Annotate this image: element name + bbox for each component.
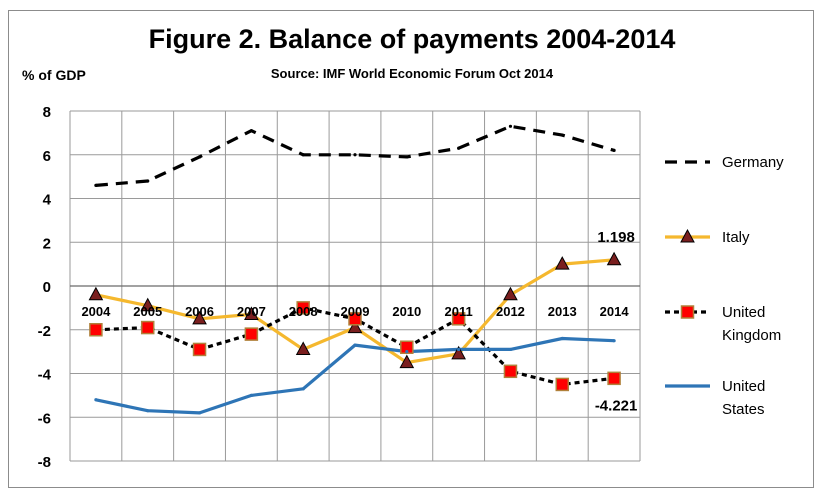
data-point-italy bbox=[399, 354, 415, 369]
legend-label-uk: United Kingdom bbox=[722, 304, 781, 344]
x-tick-label: 2012 bbox=[496, 304, 525, 319]
data-point-italy bbox=[244, 306, 259, 320]
data-point-italy bbox=[451, 345, 466, 360]
data-point-italy bbox=[140, 297, 156, 312]
x-tick-label: 2006 bbox=[185, 304, 214, 319]
series-line-germany bbox=[95, 124, 615, 187]
data-point-germany bbox=[94, 183, 98, 187]
x-tick-label: 2011 bbox=[445, 304, 473, 319]
data-point-italy bbox=[295, 341, 311, 355]
data-point-us bbox=[457, 347, 461, 352]
data-point-italy bbox=[347, 319, 363, 334]
y-axis-label: % of GDP bbox=[22, 67, 86, 83]
y-tick-label: 4 bbox=[43, 192, 52, 209]
data-point-uk bbox=[348, 312, 362, 326]
y-tick-label: 0 bbox=[43, 279, 51, 296]
data-point-italy bbox=[503, 286, 518, 301]
data-point-us bbox=[353, 343, 357, 347]
data-point-italy bbox=[192, 310, 207, 325]
data-point-uk bbox=[400, 340, 414, 354]
data-point-uk bbox=[296, 301, 310, 315]
data-point-us bbox=[405, 350, 409, 354]
data-point-us bbox=[560, 336, 564, 341]
x-tick-label: 2013 bbox=[548, 304, 577, 319]
data-point-us bbox=[146, 409, 150, 413]
data-point-italy bbox=[554, 256, 570, 270]
legend-marker-italy bbox=[680, 228, 695, 243]
data-point-germany bbox=[301, 153, 305, 157]
y-tick-label: 8 bbox=[43, 104, 51, 121]
y-tick-label: 6 bbox=[43, 148, 51, 165]
data-point-uk bbox=[89, 323, 103, 337]
data-point-us bbox=[301, 387, 305, 391]
x-tick-label: 2007 bbox=[237, 304, 266, 319]
chart-subtitle: Source: IMF World Economic Forum Oct 201… bbox=[270, 66, 554, 81]
y-tick-label: -6 bbox=[38, 410, 51, 427]
x-tick-label: 2010 bbox=[392, 304, 421, 319]
data-point-italy bbox=[606, 251, 622, 266]
data-point-germany bbox=[197, 155, 202, 159]
data-point-germany bbox=[560, 133, 564, 137]
x-tick-label: 2005 bbox=[133, 304, 162, 319]
data-point-uk bbox=[192, 342, 207, 357]
data-point-uk bbox=[244, 327, 259, 341]
data-point-uk bbox=[503, 364, 518, 379]
annotation-italy: 1.198 bbox=[597, 229, 635, 246]
data-point-germany bbox=[353, 153, 357, 157]
annotation-uk: -4.221 bbox=[595, 397, 638, 414]
data-point-germany bbox=[249, 129, 253, 133]
x-tick-label: 2014 bbox=[600, 304, 630, 319]
legend-label-italy: Italy bbox=[722, 229, 750, 246]
data-point-us bbox=[249, 393, 253, 397]
data-point-uk bbox=[140, 320, 155, 335]
data-point-us bbox=[508, 347, 513, 352]
data-point-uk bbox=[607, 371, 621, 386]
data-point-uk bbox=[451, 312, 466, 326]
data-point-us bbox=[94, 398, 98, 402]
data-point-italy bbox=[88, 286, 104, 301]
x-tick-label: 2004 bbox=[81, 304, 111, 319]
data-point-germany bbox=[508, 124, 513, 128]
y-tick-label: 2 bbox=[43, 235, 51, 252]
y-tick-label: -8 bbox=[38, 454, 51, 471]
legend-label-us: United States bbox=[722, 378, 765, 418]
data-point-germany bbox=[405, 155, 409, 159]
x-tick-label: 2009 bbox=[341, 304, 370, 319]
data-point-germany bbox=[612, 148, 616, 152]
data-point-germany bbox=[457, 146, 461, 150]
data-point-us bbox=[612, 339, 616, 343]
y-tick-label: -4 bbox=[38, 367, 52, 384]
x-tick-label: 2008 bbox=[289, 304, 318, 319]
data-point-us bbox=[197, 411, 202, 415]
legend-marker-uk bbox=[680, 305, 695, 319]
data-point-germany bbox=[146, 179, 150, 183]
chart-title: Figure 2. Balance of payments 2004-2014 bbox=[148, 24, 676, 54]
legend-label-germany: Germany bbox=[722, 154, 784, 171]
y-tick-label: -2 bbox=[38, 323, 51, 340]
data-point-uk bbox=[555, 377, 570, 392]
